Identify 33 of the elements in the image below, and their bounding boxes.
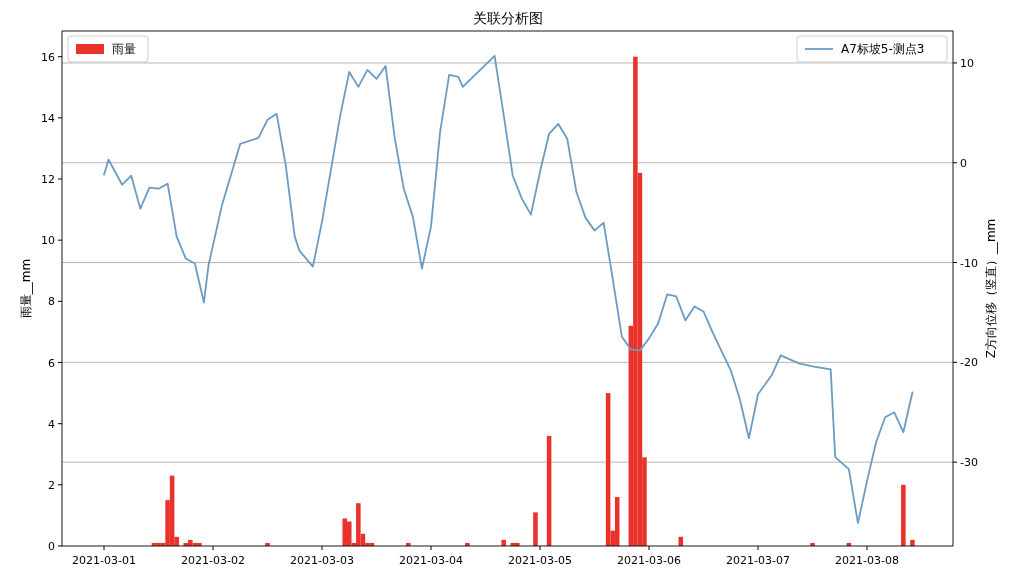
y-tick-label: 14 (41, 111, 55, 125)
bar (901, 484, 906, 546)
y2-tick-label: -20 (960, 356, 978, 370)
bar (356, 503, 361, 546)
x-tick-label: 2021-03-07 (726, 554, 790, 567)
y-tick-label: 0 (48, 540, 55, 553)
legend-label: A7标坡5-测点3 (841, 42, 925, 56)
y2-tick-label: 10 (960, 56, 974, 70)
line-series (103, 55, 914, 524)
y2-axis-title: Z方向位移（竖直）__mm (984, 218, 998, 359)
y2-tick-label: -30 (960, 456, 978, 470)
y2-tick-label: 0 (960, 156, 967, 170)
y-tick-label: 8 (48, 295, 55, 309)
y-tick-label: 4 (48, 417, 55, 431)
y-axis-title: 雨量__mm (19, 258, 33, 319)
x-tick-label: 2021-03-04 (399, 554, 463, 567)
x-tick-label: 2021-03-03 (290, 554, 354, 567)
y-tick-label: 16 (41, 50, 55, 64)
bar (346, 521, 352, 546)
chart-title: 关联分析图 (472, 10, 543, 26)
x-tick-label: 2021-03-02 (181, 554, 245, 567)
x-tick-label: 2021-03-05 (508, 554, 572, 567)
bar (633, 56, 638, 546)
x-tick-label: 2021-03-06 (617, 554, 681, 567)
y2-tick-label: -10 (960, 256, 978, 270)
y-tick-label: 12 (41, 173, 55, 187)
y-tick-label: 2 (48, 478, 55, 492)
y-tick-label: 10 (41, 234, 55, 248)
x-tick-label: 2021-03-01 (72, 554, 136, 567)
legend-label: 雨量 (112, 42, 136, 56)
bar (533, 512, 538, 546)
x-tick-label: 2021-03-08 (835, 554, 899, 567)
y-tick-label: 6 (48, 356, 55, 370)
